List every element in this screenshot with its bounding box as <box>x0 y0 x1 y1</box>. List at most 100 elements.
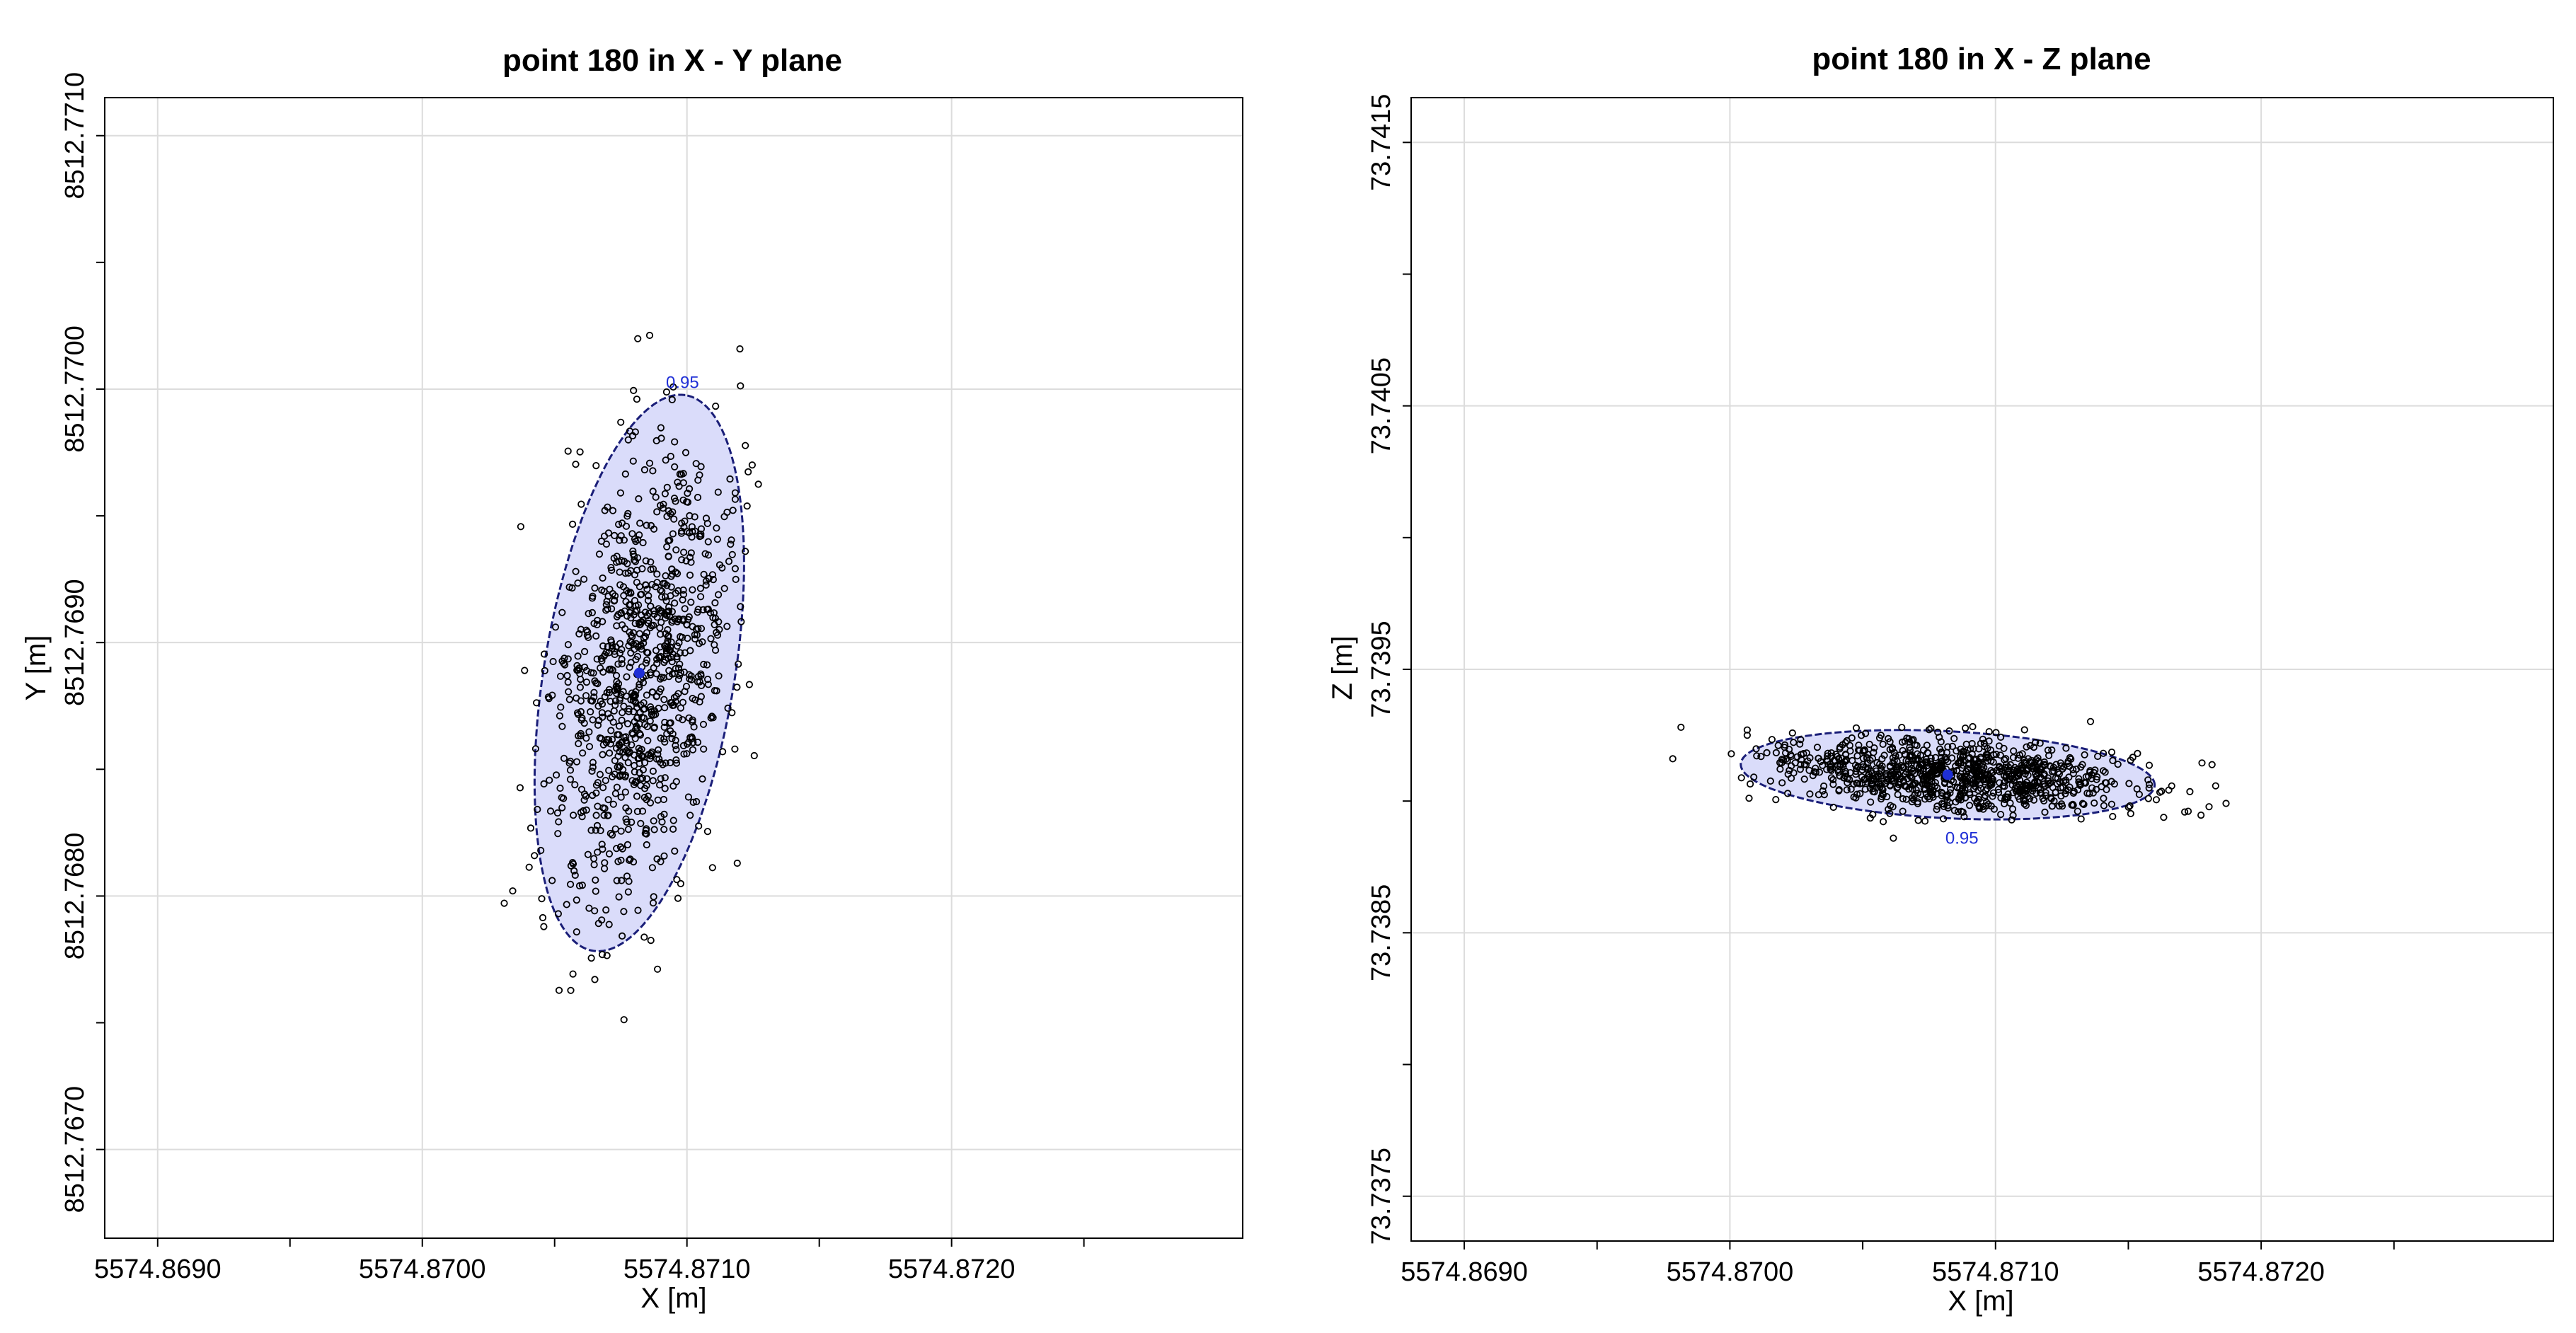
xz-sample-point <box>1772 749 1780 757</box>
xz-sample-point <box>2008 816 2016 824</box>
xz-sample-point <box>1883 792 1891 801</box>
xz-sample-point <box>2126 802 2134 810</box>
xy-sample-point <box>700 660 708 669</box>
xy-sample-point <box>668 570 677 578</box>
xy-sample-point <box>689 734 696 742</box>
xy-sample-point <box>631 558 640 565</box>
xy-sample-point <box>605 850 614 858</box>
xy-sample-point <box>754 480 762 488</box>
xy-sample-point <box>647 749 655 758</box>
xy-sample-point <box>633 792 641 800</box>
xy-sample-point <box>674 664 683 672</box>
xy-sample-point <box>614 858 622 865</box>
xy-sample-point <box>673 570 682 577</box>
xy-sample-point <box>537 846 545 855</box>
xy-sample-point <box>607 605 616 613</box>
xy-sample-point <box>664 637 672 645</box>
xy-sample-point <box>614 520 623 529</box>
xz-sample-point <box>1945 727 1953 735</box>
xy-sample-point <box>618 645 626 654</box>
xy-sample-point <box>643 691 651 699</box>
xy-sample-point <box>509 887 517 895</box>
xy-y-axis-label: Y [m] <box>21 635 52 701</box>
xy-sample-point <box>612 671 621 679</box>
xy-sample-point <box>733 683 741 691</box>
xy-sample-point <box>555 986 563 994</box>
xz-sample-point <box>1980 776 1988 784</box>
xy-sample-point <box>563 901 570 908</box>
xz-plane-chart: point 180 in X - Z plane 0.95 5574.8690 5… <box>1327 42 2554 1317</box>
xz-sample-point <box>1878 792 1885 801</box>
xy-sample-point <box>672 664 679 673</box>
xy-sample-point <box>640 635 648 642</box>
xz-sample-point <box>1772 796 1780 804</box>
xz-sample-point <box>1908 798 1916 806</box>
xy-sample-point <box>556 784 564 792</box>
xy-sample-point <box>664 625 672 634</box>
xz-sample-point <box>1909 785 1916 793</box>
xy-sample-point <box>652 755 661 763</box>
xz-sample-point <box>2062 776 2069 784</box>
xy-sample-point <box>593 616 602 625</box>
xy-sample-point <box>574 652 582 660</box>
xy-sample-point <box>591 677 599 685</box>
xz-sample-point <box>2198 759 2206 767</box>
xy-y-tick-label: 8512.7670 <box>60 1086 90 1213</box>
xy-sample-point <box>618 519 626 527</box>
xy-sample-point <box>691 696 699 704</box>
xy-sample-point <box>682 557 690 565</box>
xy-sample-point <box>621 754 629 761</box>
xy-sample-point <box>589 758 597 766</box>
xy-sample-point <box>699 606 707 613</box>
xy-sample-point <box>616 568 623 576</box>
xy-sample-point <box>587 954 595 962</box>
xy-sample-point <box>534 805 541 814</box>
xy-sample-point <box>644 792 652 800</box>
xy-sample-point <box>712 402 720 410</box>
xy-sample-point <box>560 754 568 762</box>
xz-y-tick-label: 73.7415 <box>1367 94 1396 191</box>
xz-sample-point <box>2068 801 2076 809</box>
xz-sample-point <box>2184 807 2192 815</box>
xy-sample-point <box>684 489 691 497</box>
xy-sample-point <box>592 461 600 470</box>
xz-sample-point <box>1891 779 1899 787</box>
xy-sample-point <box>540 650 548 658</box>
xy-sample-point <box>558 804 566 812</box>
xy-sample-point <box>718 748 727 756</box>
xz-sample-point <box>2032 772 2040 780</box>
xy-sample-point <box>640 466 649 474</box>
xy-sample-point <box>737 603 744 611</box>
xy-sample-point <box>516 784 524 792</box>
xz-y-tick-label: 73.7405 <box>1367 357 1396 454</box>
xy-sample-point <box>638 645 645 653</box>
xy-sample-point <box>672 741 679 749</box>
xy-sample-point <box>605 749 614 757</box>
xy-sample-point <box>585 610 592 618</box>
xz-sample-point <box>2036 739 2044 747</box>
xy-sample-point <box>676 660 684 668</box>
xz-sample-point <box>2042 789 2049 797</box>
xy-sample-point <box>614 611 622 618</box>
xz-sample-point <box>1819 787 1827 795</box>
xy-sample-points: 0.95 <box>500 331 762 1024</box>
xy-sample-point <box>654 796 662 804</box>
xy-sample-point <box>611 531 619 540</box>
xz-sample-point <box>1964 746 1972 754</box>
xz-sample-point <box>1839 741 1846 749</box>
xz-sample-point <box>1894 771 1902 779</box>
xy-sample-point <box>565 696 573 703</box>
xy-sample-point <box>662 456 669 464</box>
xz-sample-point <box>2077 815 2085 823</box>
xy-sample-point <box>585 743 594 751</box>
xy-sample-point <box>703 675 712 683</box>
xz-sample-point <box>2016 788 2024 796</box>
xz-sample-point <box>1922 790 1930 797</box>
xy-sample-point <box>725 558 733 565</box>
xy-sample-point <box>700 570 708 578</box>
xy-sample-point <box>698 775 706 783</box>
xy-sample-point <box>657 424 665 432</box>
xy-sample-point <box>645 331 654 340</box>
xy-sample-point <box>678 555 686 564</box>
xy-sample-point <box>646 717 654 725</box>
